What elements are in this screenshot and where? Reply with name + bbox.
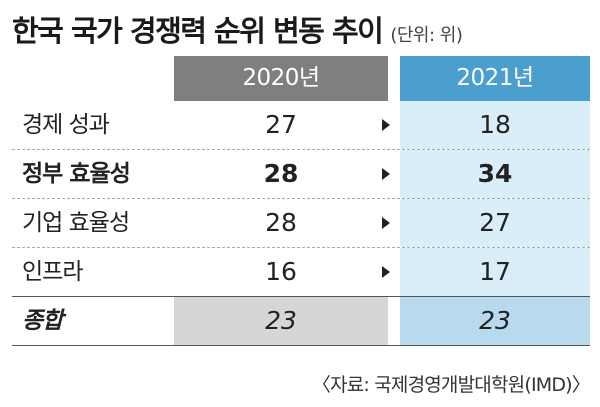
- source-note: 〈자료: 국제경영개발대학원(IMD)〉: [311, 374, 591, 396]
- value-2021: 27: [400, 199, 590, 247]
- total-row: 종합 23 23: [12, 296, 590, 345]
- value-2021: 34: [400, 150, 590, 198]
- value-2020: 28: [263, 159, 299, 188]
- ranking-table: 2020년 2021년 경제 성과 27 18 정부 효율성 28 34 기업 …: [12, 56, 590, 346]
- total-label: 종합: [22, 308, 63, 334]
- row-label: 경제 성과: [22, 112, 110, 138]
- arrow-right-icon: [382, 266, 390, 278]
- value-2020: 16: [265, 257, 297, 286]
- row-label: 인프라: [22, 259, 83, 285]
- row-label: 정부 효율성: [22, 161, 131, 187]
- unit-label: (단위: 위): [390, 25, 463, 46]
- arrow-right-icon: [382, 119, 390, 131]
- table-row: 인프라 16 17: [12, 247, 590, 296]
- table-row: 경제 성과 27 18: [12, 101, 590, 149]
- page-title: 한국 국가 경쟁력 순위 변동 추이: [12, 14, 384, 48]
- table-row: 정부 효율성 28 34: [12, 149, 590, 198]
- value-2020: 27: [265, 110, 297, 139]
- header-2020: 2020년: [174, 56, 388, 101]
- table-header: 2020년 2021년: [12, 56, 590, 101]
- header-2021: 2021년: [400, 56, 590, 101]
- title-row: 한국 국가 경쟁력 순위 변동 추이 (단위: 위): [12, 8, 463, 48]
- table-body: 경제 성과 27 18 정부 효율성 28 34 기업 효율성 28 27 인프…: [12, 101, 590, 296]
- total-value-2020: 23: [174, 297, 388, 345]
- total-value-2021: 23: [400, 297, 590, 345]
- value-2020: 28: [265, 208, 297, 237]
- value-2021: 17: [400, 248, 590, 296]
- row-label: 기업 효율성: [22, 210, 130, 236]
- table-bottom-rule: [12, 345, 590, 346]
- arrow-right-icon: [382, 168, 390, 180]
- arrow-right-icon: [382, 217, 390, 229]
- value-2021: 18: [400, 101, 590, 149]
- table-row: 기업 효율성 28 27: [12, 198, 590, 247]
